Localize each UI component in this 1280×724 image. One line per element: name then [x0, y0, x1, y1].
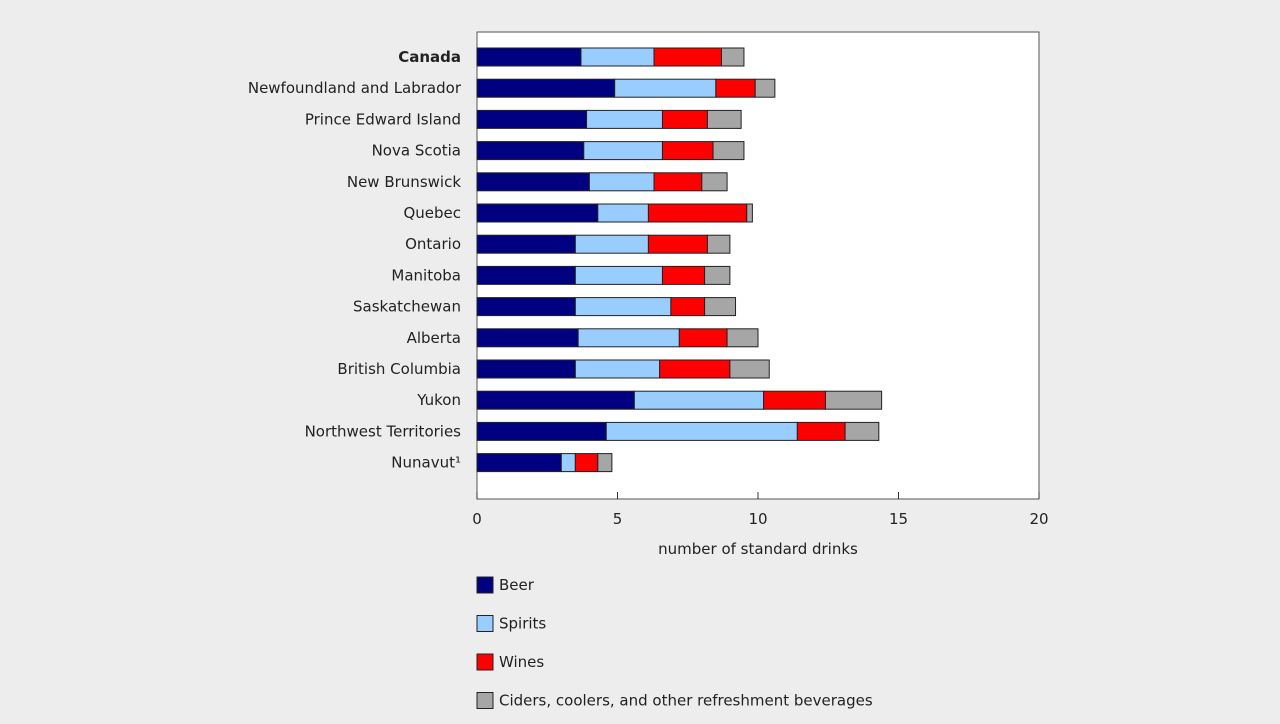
bar-wines-segment — [715, 78, 756, 98]
legend-label: Spirits — [499, 615, 546, 633]
bar-beer-segment — [476, 297, 576, 317]
bar-ciders-segment — [712, 141, 745, 161]
bar-ciders-segment — [746, 203, 753, 223]
category-label: Saskatchewan — [353, 298, 461, 316]
category-label: Quebec — [403, 204, 461, 222]
bar-spirits-segment — [588, 172, 655, 192]
bar-wines-segment — [647, 234, 708, 254]
bar-beer-segment — [476, 421, 607, 441]
bar-wines-segment — [678, 328, 728, 348]
legend-swatch — [476, 653, 494, 671]
bar-spirits-segment — [586, 109, 663, 129]
category-label: Prince Edward Island — [305, 110, 461, 128]
bar-ciders-segment — [706, 109, 742, 129]
bar-wines-segment — [661, 109, 708, 129]
bar-beer-segment — [476, 265, 576, 285]
bar-ciders-segment — [726, 328, 759, 348]
category-label: Newfoundland and Labrador — [248, 79, 462, 97]
legend-label: Beer — [499, 576, 535, 594]
bar-spirits-segment — [574, 359, 661, 379]
bar-ciders-segment — [824, 390, 883, 410]
bar-ciders-segment — [706, 234, 731, 254]
legend-swatch — [476, 615, 494, 632]
bar-spirits-segment — [605, 421, 798, 441]
category-label: British Columbia — [337, 360, 461, 378]
category-label: Nunavut¹ — [391, 454, 461, 472]
bar-beer-segment — [476, 78, 616, 98]
category-label: Nova Scotia — [372, 142, 461, 160]
bar-wines-segment — [763, 390, 826, 410]
bar-beer-segment — [476, 328, 579, 348]
bar-spirits-segment — [633, 390, 765, 410]
bar-ciders-segment — [704, 265, 731, 285]
bar-spirits-segment — [574, 265, 663, 285]
bar-wines-segment — [647, 203, 748, 223]
legend-swatch — [476, 576, 494, 594]
category-label: Alberta — [407, 329, 461, 347]
bar-wines-segment — [661, 265, 706, 285]
plot-area — [476, 31, 1040, 500]
bar-ciders-segment — [701, 172, 728, 192]
bar-beer-segment — [476, 234, 576, 254]
bar-beer-segment — [476, 109, 588, 129]
bar-beer-segment — [476, 203, 599, 223]
bar-wines-segment — [661, 141, 714, 161]
bar-spirits-segment — [614, 78, 717, 98]
bar-beer-segment — [476, 453, 562, 473]
bar-spirits-segment — [574, 297, 672, 317]
bar-wines-segment — [670, 297, 706, 317]
x-tick-label: 15 — [889, 510, 908, 528]
bar-beer-segment — [476, 359, 576, 379]
bar-beer-segment — [476, 390, 635, 410]
x-tick-label: 20 — [1029, 510, 1048, 528]
bar-beer-segment — [476, 47, 582, 67]
x-tick-label: 5 — [613, 510, 623, 528]
bar-wines-segment — [659, 359, 731, 379]
legend-label: Ciders, coolers, and other refreshment b… — [499, 692, 873, 710]
category-label: Ontario — [405, 235, 461, 253]
bar-ciders-segment — [720, 47, 745, 67]
bar-wines-segment — [653, 172, 703, 192]
bar-beer-segment — [476, 172, 590, 192]
category-label: Manitoba — [391, 266, 461, 284]
legend-swatch — [476, 692, 494, 709]
bar-wines-segment — [574, 453, 599, 473]
bar-wines-segment — [653, 47, 722, 67]
bar-spirits-segment — [583, 141, 663, 161]
bar-spirits-segment — [574, 234, 649, 254]
bar-spirits-segment — [580, 47, 655, 67]
legend-label: Wines — [499, 653, 544, 671]
bar-ciders-segment — [754, 78, 776, 98]
bar-ciders-segment — [844, 421, 880, 441]
bar-wines-segment — [796, 421, 846, 441]
bar-ciders-segment — [729, 359, 770, 379]
x-tick-label: 10 — [748, 510, 767, 528]
bar-spirits-segment — [597, 203, 649, 223]
category-label: Canada — [398, 48, 461, 66]
bar-spirits-segment — [577, 328, 680, 348]
bar-ciders-segment — [704, 297, 737, 317]
x-tick-label: 0 — [472, 510, 482, 528]
x-axis-label: number of standard drinks — [658, 540, 858, 558]
category-label: Northwest Territories — [305, 422, 462, 440]
bar-spirits-segment — [560, 453, 576, 473]
category-label: Yukon — [416, 391, 461, 409]
category-label: New Brunswick — [347, 173, 461, 191]
bar-beer-segment — [476, 141, 585, 161]
bar-ciders-segment — [597, 453, 613, 473]
